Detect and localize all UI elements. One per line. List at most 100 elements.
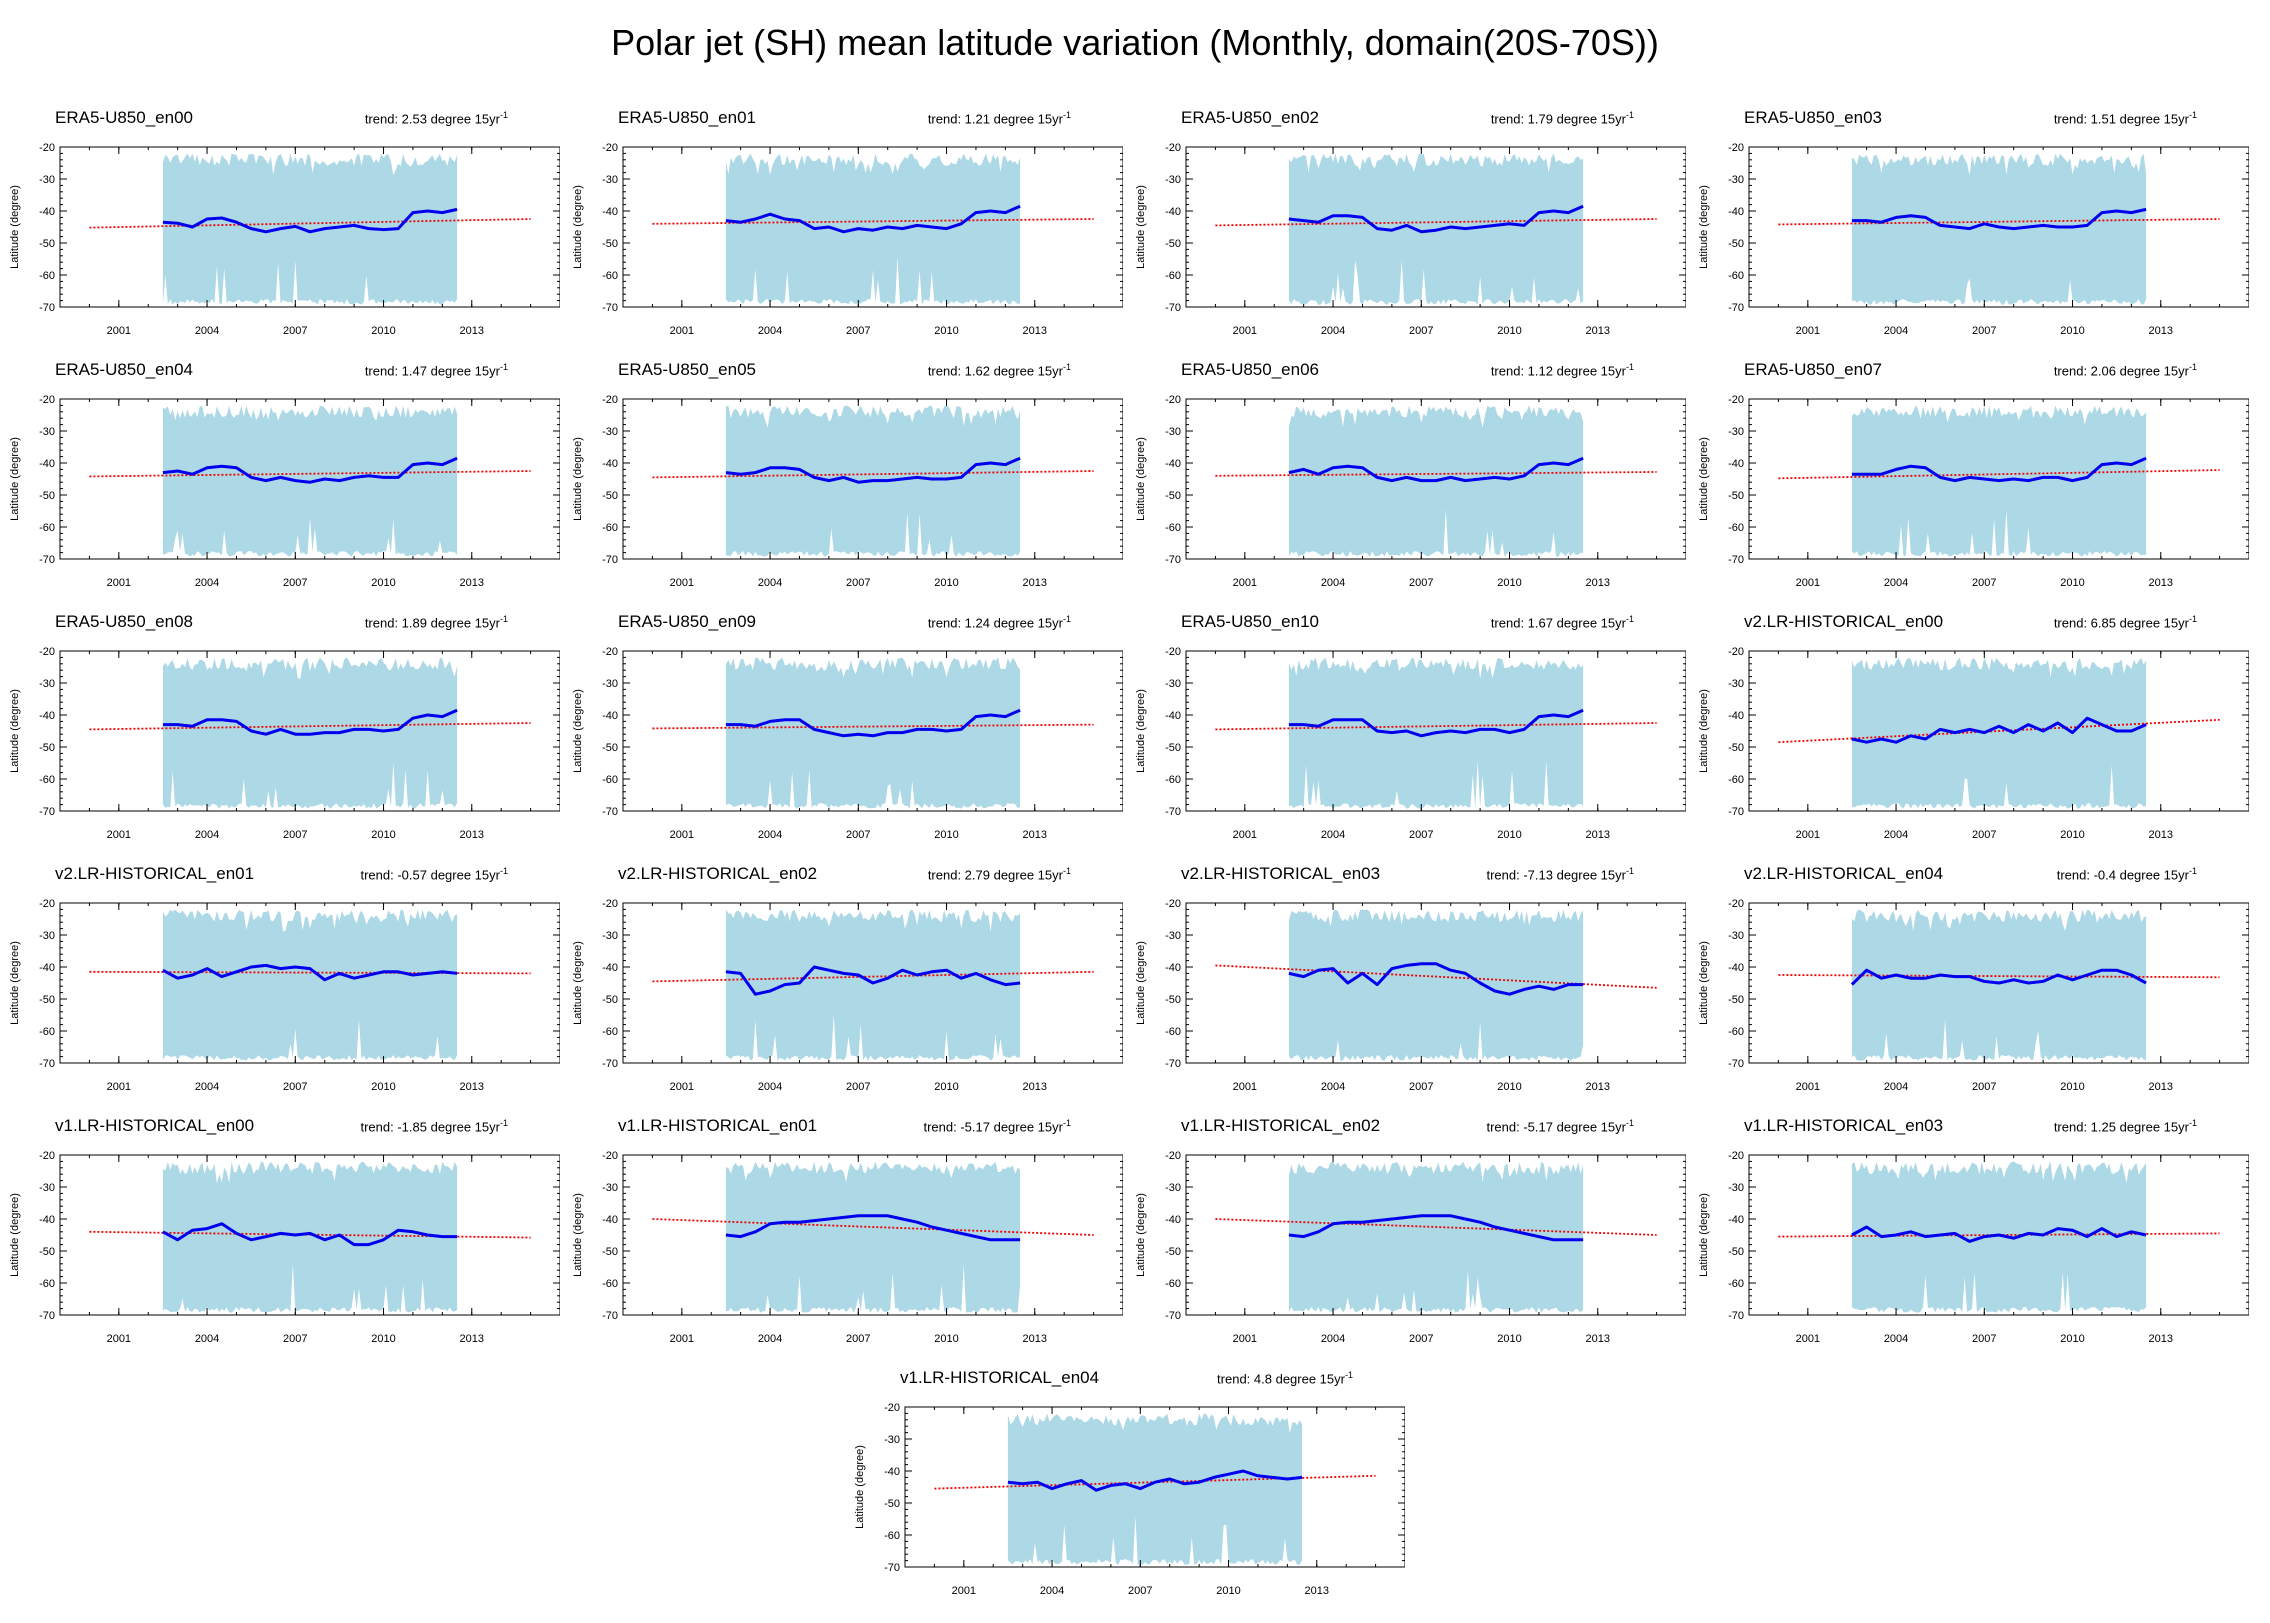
- y-tick-label: -30: [1728, 1182, 1744, 1194]
- x-tick-label: 2010: [2060, 577, 2084, 589]
- y-tick-label: -30: [39, 174, 55, 186]
- x-tick-label: 2013: [1586, 1333, 1610, 1345]
- x-tick-label: 2010: [2060, 325, 2084, 337]
- x-tick-label: 2001: [107, 325, 131, 337]
- y-tick-label: -50: [602, 742, 618, 754]
- trend-unit: degree 15yr: [430, 1119, 500, 1135]
- y-axis-label: Latitude (degree): [1698, 437, 1710, 521]
- y-tick-label: -40: [602, 458, 618, 470]
- trend-value: trend: 2.06: [2053, 363, 2120, 379]
- y-tick-label: -40: [1728, 710, 1744, 722]
- trend-unit: degree 15yr: [993, 363, 1063, 379]
- y-tick-label: -40: [1165, 962, 1181, 974]
- x-tick-label: 2010: [1216, 1585, 1240, 1597]
- trend-line: [89, 470, 531, 478]
- mean-line: [162, 207, 458, 234]
- x-tick-label: 2007: [1409, 577, 1433, 589]
- trend-exponent: -1: [2188, 866, 2197, 876]
- trend-value: trend: 1.67: [1490, 615, 1557, 631]
- y-tick-label: -70: [1728, 554, 1744, 566]
- x-tick-label: 2004: [1321, 577, 1345, 589]
- y-tick-label: -60: [1728, 522, 1744, 534]
- mean-line: [1288, 204, 1584, 234]
- chart-svg: -20 -30 -40 -50 -60 -70 2001 2004 2007 2010 2013 La…: [1698, 646, 2249, 841]
- y-axis-label: Latitude (degree): [1698, 941, 1710, 1025]
- x-tick-label: 2013: [1586, 829, 1610, 841]
- chart-panel: -20 -30 -40 -50 -60 -70 2001 2004 2007 2010 2013 La…: [1689, 360, 2249, 592]
- x-tick-label: 2013: [1586, 577, 1610, 589]
- panel-trend: trend: 6.85 degree 15yr-1: [2054, 614, 2197, 630]
- y-tick-label: -60: [39, 522, 55, 534]
- chart-panel: -20 -30 -40 -50 -60 -70 2001 2004 2007 2010 2013 La…: [1689, 864, 2249, 1096]
- trend-unit: degree 15yr: [1556, 1119, 1626, 1135]
- panel-title: v2.LR-HISTORICAL_en00: [1744, 612, 1944, 631]
- trend-unit: degree 15yr: [993, 111, 1063, 127]
- mean-line: [725, 204, 1021, 234]
- y-tick-label: -70: [602, 1058, 618, 1070]
- panel-title: ERA5-U850_en06: [1181, 360, 1319, 379]
- y-tick-label: -50: [1728, 238, 1744, 250]
- y-tick-label: -50: [1165, 1246, 1181, 1258]
- plot-frame: [1748, 398, 2249, 560]
- trend-line: [1778, 469, 2220, 480]
- y-axis-label: Latitude (degree): [572, 437, 584, 521]
- y-tick-label: -60: [39, 1278, 55, 1290]
- trend-line: [1215, 1218, 1657, 1236]
- y-tick-label: -20: [1728, 394, 1744, 406]
- trend-unit: degree 15yr: [1556, 615, 1626, 631]
- x-tick-label: 2010: [2060, 829, 2084, 841]
- y-axis-label: Latitude (degree): [9, 1193, 21, 1277]
- x-tick-label: 2010: [371, 1333, 395, 1345]
- x-tick-label: 2004: [195, 325, 219, 337]
- y-tick-label: -40: [602, 710, 618, 722]
- spread-band: [162, 1161, 458, 1313]
- y-tick-label: -40: [39, 206, 55, 218]
- chart-panel: -20 -30 -40 -50 -60 -70 2001 2004 2007 2010 2013 La…: [1126, 864, 1686, 1096]
- spread-band: [1851, 1161, 2147, 1313]
- trend-line: [652, 723, 1094, 730]
- trend-exponent: -1: [1625, 614, 1634, 624]
- y-tick-label: -70: [1728, 1310, 1744, 1322]
- y-tick-label: -50: [1728, 994, 1744, 1006]
- x-tick-label: 2004: [1321, 325, 1345, 337]
- plot-frame: [59, 650, 560, 812]
- y-tick-label: -20: [1728, 646, 1744, 658]
- y-tick-label: -60: [1165, 522, 1181, 534]
- trend-value: trend: 1.79: [1490, 111, 1557, 127]
- x-tick-label: 2004: [758, 1081, 782, 1093]
- trend-value: trend: 1.89: [364, 615, 431, 631]
- y-tick-label: -70: [884, 1562, 900, 1574]
- chart-svg: -20 -30 -40 -50 -60 -70 2001 2004 2007 2010 2013 La…: [1135, 394, 1686, 589]
- trend-unit: degree 15yr: [2119, 867, 2189, 883]
- chart-svg: -20 -30 -40 -50 -60 -70 2001 2004 2007 2010 2013 La…: [1135, 646, 1686, 841]
- x-tick-label: 2001: [670, 829, 694, 841]
- y-tick-label: -40: [1165, 458, 1181, 470]
- x-tick-label: 2004: [1321, 829, 1345, 841]
- y-tick-label: -30: [1728, 930, 1744, 942]
- trend-exponent: -1: [1062, 614, 1071, 624]
- x-tick-label: 2010: [371, 1081, 395, 1093]
- trend-value: trend: 1.24: [927, 615, 994, 631]
- y-tick-label: -70: [1728, 302, 1744, 314]
- mean-line: [725, 965, 1021, 996]
- y-tick-label: -20: [1165, 1150, 1181, 1162]
- panel-title: ERA5-U850_en01: [618, 108, 756, 127]
- x-tick-label: 2001: [1233, 325, 1257, 337]
- chart-svg: -20 -30 -40 -50 -60 -70 2001 2004 2007 2010 2013 La…: [9, 1150, 560, 1345]
- y-axis-label: Latitude (degree): [572, 941, 584, 1025]
- chart-panel: -20 -30 -40 -50 -60 -70 2001 2004 2007 2010 2013 La…: [845, 1368, 1405, 1600]
- plot-frame: [622, 398, 1123, 560]
- trend-line: [652, 470, 1094, 479]
- y-tick-label: -30: [602, 1182, 618, 1194]
- panel-title: ERA5-U850_en05: [618, 360, 756, 379]
- x-tick-label: 2007: [283, 1081, 307, 1093]
- x-tick-label: 2010: [1497, 325, 1521, 337]
- y-axis-label: Latitude (degree): [1698, 1193, 1710, 1277]
- y-tick-label: -60: [1728, 1278, 1744, 1290]
- chart-svg: -20 -30 -40 -50 -60 -70 2001 2004 2007 2010 2013 La…: [1135, 1150, 1686, 1345]
- y-tick-label: -60: [884, 1530, 900, 1542]
- mean-line: [162, 708, 458, 736]
- chart-svg: -20 -30 -40 -50 -60 -70 2001 2004 2007 2010 2013 La…: [572, 142, 1123, 337]
- panel-title: v2.LR-HISTORICAL_en03: [1181, 864, 1381, 883]
- trend-value: trend: 2.53: [364, 111, 431, 127]
